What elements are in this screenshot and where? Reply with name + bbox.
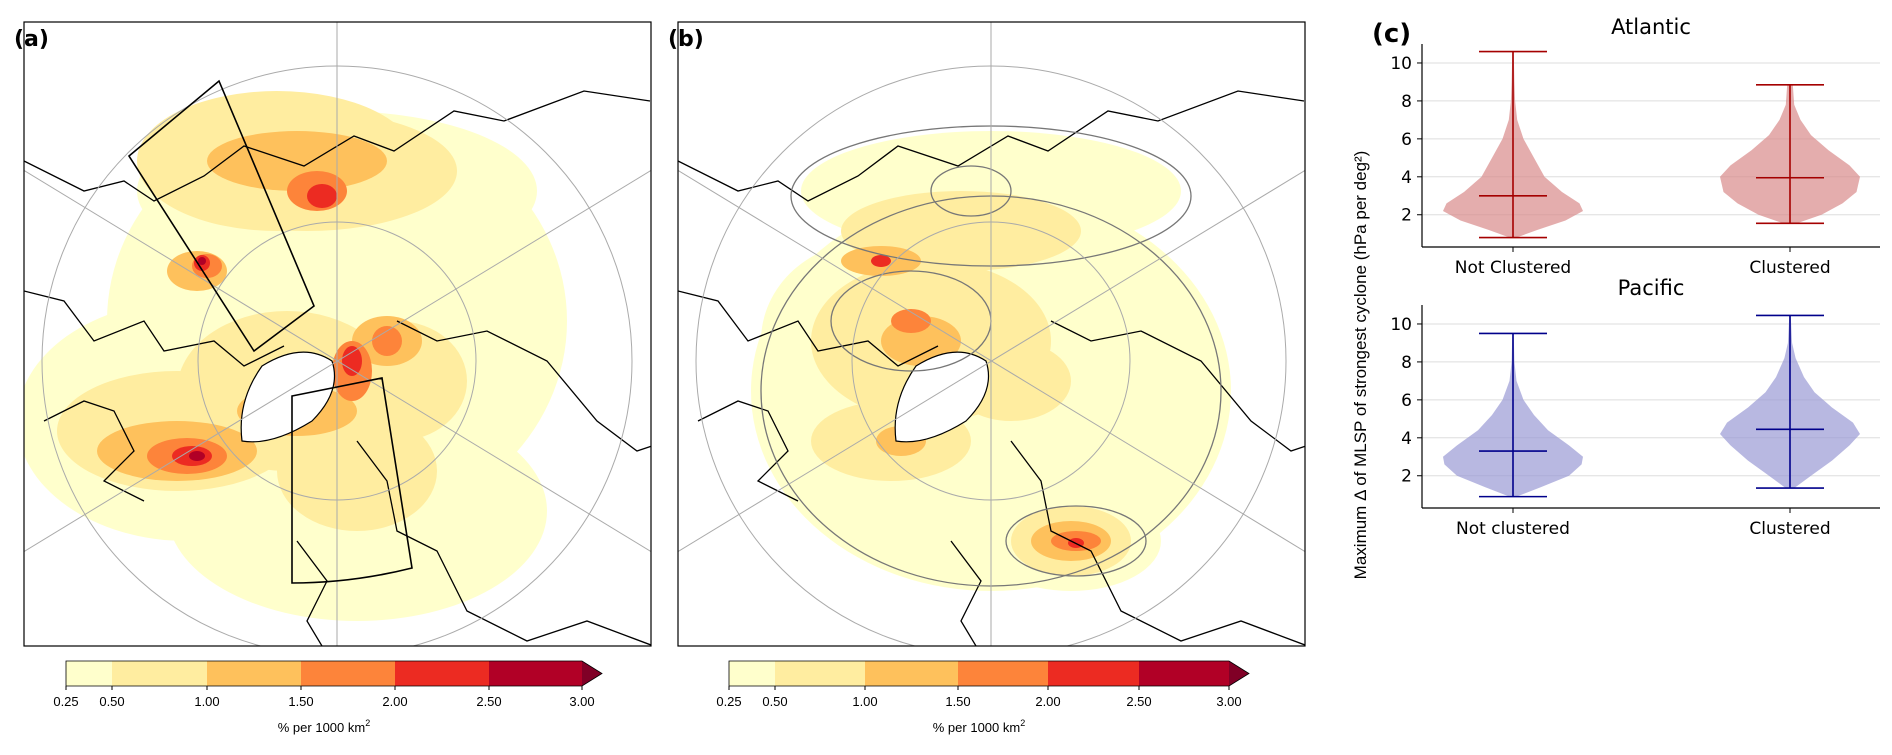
colorbar-segment (1139, 661, 1229, 686)
colorbar-tick-label: 1.00 (852, 694, 877, 709)
mean-contour-line (1005, 505, 1147, 577)
coastline (43, 400, 145, 502)
colorbar-segment (301, 661, 395, 686)
colorbar-segment (729, 661, 775, 686)
y-tick-label: 8 (1401, 353, 1412, 373)
map-content (678, 22, 1305, 646)
atlantic-region-box (127, 79, 315, 353)
violin-plot-atlantic: 2 4 6 8 10 Not Clustered Clustered Atlantic (1390, 15, 1880, 278)
map-panel-a (23, 21, 652, 647)
colorbar-extend-arrow (582, 661, 602, 686)
x-tick-label: Clustered (1749, 519, 1830, 539)
coastline (296, 540, 328, 646)
colorbar-segment (775, 661, 865, 686)
y-tick-label: 4 (1401, 429, 1412, 449)
colorbar-tick-label: 3.00 (1216, 694, 1241, 709)
colorbar-tick-label: 0.25 (53, 694, 78, 709)
y-tick-label: 2 (1401, 467, 1412, 487)
colorbar-tick-label: 2.50 (476, 694, 501, 709)
colorbar-tick-label: 2.00 (382, 694, 407, 709)
meridian-line (24, 170, 651, 552)
y-tick-label: 4 (1401, 168, 1412, 188)
y-tick-label: 6 (1401, 391, 1412, 411)
mean-contour-line (930, 165, 1012, 217)
coastline (697, 400, 799, 502)
colorbar-outline (728, 660, 1250, 687)
y-tick-label: 6 (1401, 130, 1412, 150)
colorbar-a-label: % per 1000 km2 (278, 718, 370, 735)
colorbar-b-label: % per 1000 km2 (933, 718, 1025, 735)
density-contour (891, 309, 931, 333)
colorbar-tick-label: 2.50 (1126, 694, 1151, 709)
density-contour (871, 255, 891, 267)
density-contour (198, 257, 206, 265)
colorbar-tick-label: 0.50 (762, 694, 787, 709)
colorbar-tick-label: 0.50 (99, 694, 124, 709)
x-tick-label: Clustered (1749, 258, 1830, 278)
density-contour (342, 346, 362, 376)
pacific-region-box (291, 377, 413, 584)
violin-title: Pacific (1618, 276, 1685, 300)
violin-plot-pacific: 2 4 6 8 10 Not clustered Clustered Pacific (1390, 276, 1880, 539)
colorbar-segment (958, 661, 1048, 686)
y-tick-label: 2 (1401, 206, 1412, 226)
coastline (1010, 440, 1305, 646)
colorbar-tick-label: 3.00 (569, 694, 594, 709)
y-tick-label: 8 (1401, 92, 1412, 112)
x-tick-label: Not Clustered (1455, 258, 1571, 278)
map-frame (23, 21, 652, 647)
map-panel-b (677, 21, 1306, 647)
coastline (1050, 320, 1305, 452)
density-contour (189, 451, 205, 461)
colorbar-tick-label: 1.50 (945, 694, 970, 709)
colorbar-outline (65, 660, 603, 687)
map-frame (677, 21, 1306, 647)
violin-ylabel: Maximum Δ of MLSP of strongest cyclone (… (1351, 151, 1370, 580)
colorbar-segment (66, 661, 112, 686)
greenland-outline (240, 351, 336, 443)
y-tick-label: 10 (1390, 54, 1412, 74)
colorbar-tick-label: 2.00 (1035, 694, 1060, 709)
colorbar-segment (395, 661, 489, 686)
colorbar-a: 0.25 0.50 1.00 1.50 2.00 2.50 3.00 (53, 660, 603, 709)
density-contour (207, 131, 387, 191)
density-contour (307, 184, 337, 208)
coastline (24, 90, 651, 202)
colorbar-segment (1048, 661, 1139, 686)
colorbar-segment (207, 661, 301, 686)
greenland-outline (894, 351, 990, 443)
meridian-line (678, 170, 1305, 552)
coastline (356, 440, 651, 646)
coastline (678, 290, 939, 367)
colorbar-extend-arrow (1229, 661, 1249, 686)
colorbar-tick-label: 0.25 (716, 694, 741, 709)
x-tick-label: Not clustered (1456, 519, 1570, 539)
colorbar-b: 0.25 0.50 1.00 1.50 2.00 2.50 3.00 (716, 660, 1250, 709)
colorbar-tick-label: 1.50 (288, 694, 313, 709)
colorbar-segment (865, 661, 958, 686)
coastline (678, 90, 1305, 202)
panel-label-b: (b) (668, 27, 704, 52)
coastline (950, 540, 982, 646)
density-contour (372, 326, 402, 356)
colorbar-tick-label: 1.00 (194, 694, 219, 709)
colorbar-segment (112, 661, 207, 686)
panel-label-c: (c) (1372, 19, 1411, 49)
coastline (24, 290, 285, 367)
map-content (24, 22, 651, 646)
violin-title: Atlantic (1611, 15, 1691, 39)
coastline (396, 320, 651, 452)
panel-label-a: (a) (14, 27, 49, 52)
colorbar-segment (489, 661, 582, 686)
y-tick-label: 10 (1390, 315, 1412, 335)
